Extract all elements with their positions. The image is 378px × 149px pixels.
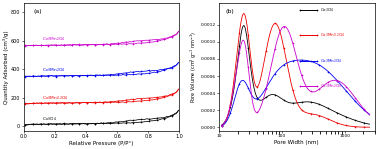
Text: (b): (b) <box>225 8 234 14</box>
Text: Co$_3$Mn$_2$O$_4$: Co$_3$Mn$_2$O$_4$ <box>42 67 66 74</box>
Text: Co$_3$Mn$_2$O$_4$: Co$_3$Mn$_2$O$_4$ <box>42 36 66 43</box>
Text: Co$_3$Mn$_2$O$_4$: Co$_3$Mn$_2$O$_4$ <box>320 57 342 65</box>
X-axis label: Relative Pressure (P/P°): Relative Pressure (P/P°) <box>69 141 134 146</box>
X-axis label: Pore Width (nm): Pore Width (nm) <box>274 140 319 145</box>
Text: Co$_3$Mn$_2$O$_4$: Co$_3$Mn$_2$O$_4$ <box>320 82 342 90</box>
Text: Co$_3$O$_4$: Co$_3$O$_4$ <box>320 6 335 14</box>
Text: Co$_3$Mn$_{0.2}$O$_4$: Co$_3$Mn$_{0.2}$O$_4$ <box>320 31 345 39</box>
Text: (a): (a) <box>33 8 42 14</box>
Y-axis label: Quantity Adsorbed (cm³/g): Quantity Adsorbed (cm³/g) <box>3 30 9 104</box>
Text: Co$_3$Mn$_{0.2}$O$_4$: Co$_3$Mn$_{0.2}$O$_4$ <box>42 94 69 102</box>
Y-axis label: Pore Volume (cm$^3$ g$^{-1}$ nm$^{-1}$): Pore Volume (cm$^3$ g$^{-1}$ nm$^{-1}$) <box>189 31 199 103</box>
Text: Co$_3$O$_4$: Co$_3$O$_4$ <box>42 115 57 123</box>
